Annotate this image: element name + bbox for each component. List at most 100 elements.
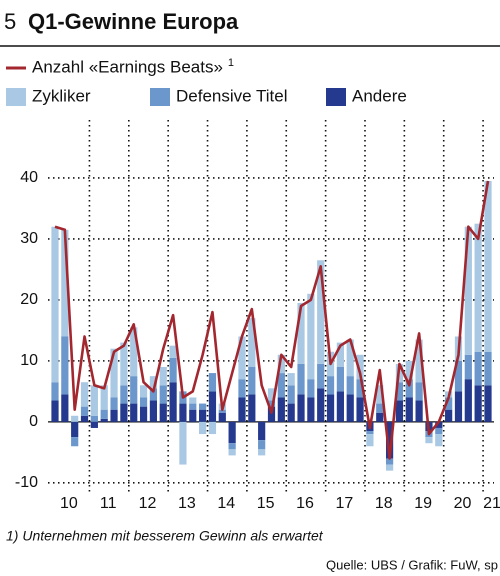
bar-segment xyxy=(464,379,472,422)
bar-segment xyxy=(415,339,423,383)
bar-segment xyxy=(336,391,344,422)
bar-segment xyxy=(376,403,384,413)
bar-segment xyxy=(130,403,138,422)
bar-segment xyxy=(149,376,158,389)
bar-segment xyxy=(189,409,197,422)
bar-segment xyxy=(61,229,69,337)
bar-segment xyxy=(80,406,89,416)
chart-number: 5 xyxy=(4,9,16,34)
bar-segment xyxy=(435,434,443,447)
bar-segment xyxy=(267,400,276,407)
legend-label: Andere xyxy=(352,86,407,105)
bar-segment xyxy=(484,180,492,352)
bar-segment xyxy=(169,357,177,383)
bar-segment xyxy=(159,403,167,422)
bar-segment xyxy=(356,379,364,398)
bar-segment xyxy=(199,403,207,410)
bar-segment xyxy=(356,354,364,380)
bar-segment xyxy=(326,376,335,395)
bar-segment xyxy=(208,391,217,422)
bar-segment xyxy=(71,437,79,447)
bar-segment xyxy=(454,391,463,422)
bar-segment xyxy=(346,394,354,422)
bar-segment xyxy=(445,397,453,410)
bar-segment xyxy=(179,403,187,422)
bar-segment xyxy=(189,403,197,410)
bar-segment xyxy=(238,336,246,380)
bar-segment xyxy=(346,339,354,377)
bar-segment xyxy=(454,360,463,392)
bar-segment xyxy=(228,443,236,450)
bar-segment xyxy=(90,415,98,422)
bar-segment xyxy=(297,302,305,364)
x-tick-label: 10 xyxy=(60,495,78,512)
bar-segment xyxy=(228,421,236,444)
bar-segment xyxy=(317,363,325,389)
bar-segment xyxy=(80,415,89,422)
bar-segment xyxy=(61,336,69,395)
footnote-mark: 1 xyxy=(228,57,234,69)
x-tick-label: 21 xyxy=(483,495,500,512)
bar-segment xyxy=(484,351,492,386)
bar-segment xyxy=(385,464,394,471)
bar-segment xyxy=(149,400,158,422)
bar-segment xyxy=(474,385,482,422)
y-tick-label: 10 xyxy=(20,352,38,369)
bar-segment xyxy=(464,354,472,380)
bar-segment xyxy=(248,318,256,367)
y-tick-label: 40 xyxy=(20,169,38,186)
source: Quelle: UBS / Grafik: FuW, sp xyxy=(326,557,498,572)
x-tick-label: 18 xyxy=(375,495,393,512)
y-tick-label: 0 xyxy=(29,413,38,430)
bar-segment xyxy=(120,342,128,386)
line-series xyxy=(54,180,490,460)
chart-title: Q1-Gewinne Europa xyxy=(28,9,239,34)
bar-segment xyxy=(405,360,413,380)
bar-segment xyxy=(474,351,482,386)
bar-segment xyxy=(376,412,384,422)
bar-segment xyxy=(267,388,276,401)
bar-segment xyxy=(100,385,108,410)
bar-segment xyxy=(326,394,335,422)
bar-segment xyxy=(258,440,266,450)
bar-segment xyxy=(130,327,138,377)
bar-segment xyxy=(139,397,148,407)
bar-segment xyxy=(258,421,266,441)
bar-segment xyxy=(464,226,472,355)
bar-segment xyxy=(248,394,256,422)
bar-segment xyxy=(199,409,207,422)
bar-segment xyxy=(61,394,69,422)
legend-label: Defensive Titel xyxy=(176,86,288,105)
bar-segment xyxy=(199,421,207,435)
x-tick-label: 13 xyxy=(178,495,196,512)
bar-segment xyxy=(395,382,404,401)
bar-segment xyxy=(356,397,364,422)
y-tick-label: 20 xyxy=(20,291,38,308)
bar-segment xyxy=(405,397,413,422)
bar-segment xyxy=(51,400,59,422)
legend-label: Zykliker xyxy=(32,86,91,105)
bar-segment xyxy=(277,373,285,398)
bar-segment xyxy=(297,394,305,422)
bar-segment xyxy=(287,373,295,386)
bar-segment xyxy=(277,397,285,422)
bar-segment xyxy=(307,293,315,380)
bar-segment xyxy=(415,400,423,422)
x-tick-label: 19 xyxy=(414,495,432,512)
bar-segment xyxy=(208,373,217,392)
bar-segment xyxy=(218,409,226,413)
bar-segment xyxy=(100,418,108,422)
bar-segment xyxy=(159,366,167,386)
bar-segment xyxy=(189,397,197,404)
bar-segment xyxy=(484,385,492,422)
bar-segment xyxy=(179,421,187,465)
bar-segment xyxy=(130,376,138,404)
bar-segment xyxy=(405,379,413,398)
bar-segment xyxy=(71,421,79,438)
bar-segment xyxy=(71,415,79,422)
bar-segment xyxy=(385,421,394,459)
bar-segment xyxy=(317,260,325,364)
bar-segment xyxy=(120,403,128,422)
bar-segment xyxy=(120,385,128,404)
bar-segment xyxy=(267,406,276,422)
